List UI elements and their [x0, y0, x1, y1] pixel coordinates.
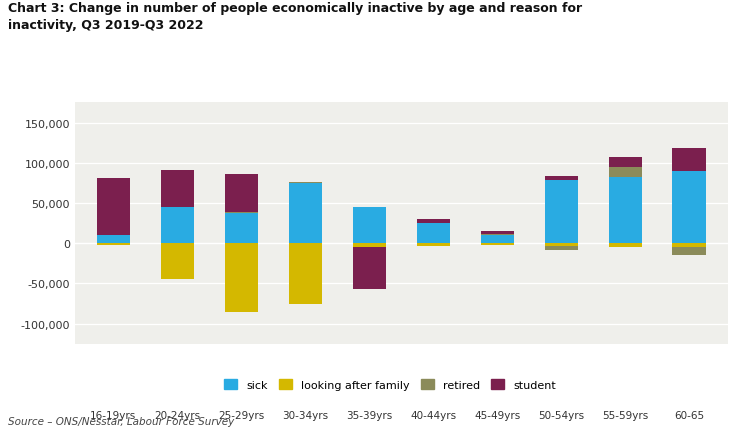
- Bar: [352, 248, 386, 289]
- Bar: [160, 244, 194, 280]
- Bar: [97, 236, 130, 244]
- Bar: [416, 219, 450, 223]
- Text: Source – ONS/Nesstar, Labour Force Survey: Source – ONS/Nesstar, Labour Force Surve…: [8, 416, 234, 426]
- Bar: [608, 167, 642, 178]
- Bar: [544, 181, 578, 244]
- Bar: [352, 244, 386, 248]
- Bar: [544, 246, 578, 250]
- Bar: [289, 182, 322, 183]
- Bar: [97, 244, 130, 245]
- Bar: [673, 244, 706, 248]
- Bar: [289, 184, 322, 244]
- Bar: [481, 232, 514, 235]
- Bar: [97, 179, 130, 235]
- Bar: [608, 158, 642, 167]
- Bar: [160, 171, 194, 207]
- Bar: [225, 213, 258, 244]
- Bar: [481, 236, 514, 244]
- Bar: [673, 248, 706, 256]
- Bar: [481, 235, 514, 236]
- Bar: [544, 244, 578, 246]
- Text: inactivity, Q3 2019-Q3 2022: inactivity, Q3 2019-Q3 2022: [8, 19, 203, 32]
- Bar: [160, 208, 194, 244]
- Text: Chart 3: Change in number of people economically inactive by age and reason for: Chart 3: Change in number of people econ…: [8, 2, 582, 15]
- Bar: [225, 244, 258, 312]
- Bar: [481, 244, 514, 245]
- Bar: [289, 244, 322, 304]
- Bar: [416, 244, 450, 246]
- Bar: [673, 172, 706, 244]
- Bar: [673, 149, 706, 172]
- Bar: [608, 178, 642, 244]
- Bar: [608, 244, 642, 248]
- Legend: sick, looking after family, retired, student: sick, looking after family, retired, stu…: [224, 379, 556, 390]
- Bar: [416, 224, 450, 244]
- Bar: [225, 174, 258, 213]
- Bar: [544, 177, 578, 181]
- Bar: [352, 208, 386, 244]
